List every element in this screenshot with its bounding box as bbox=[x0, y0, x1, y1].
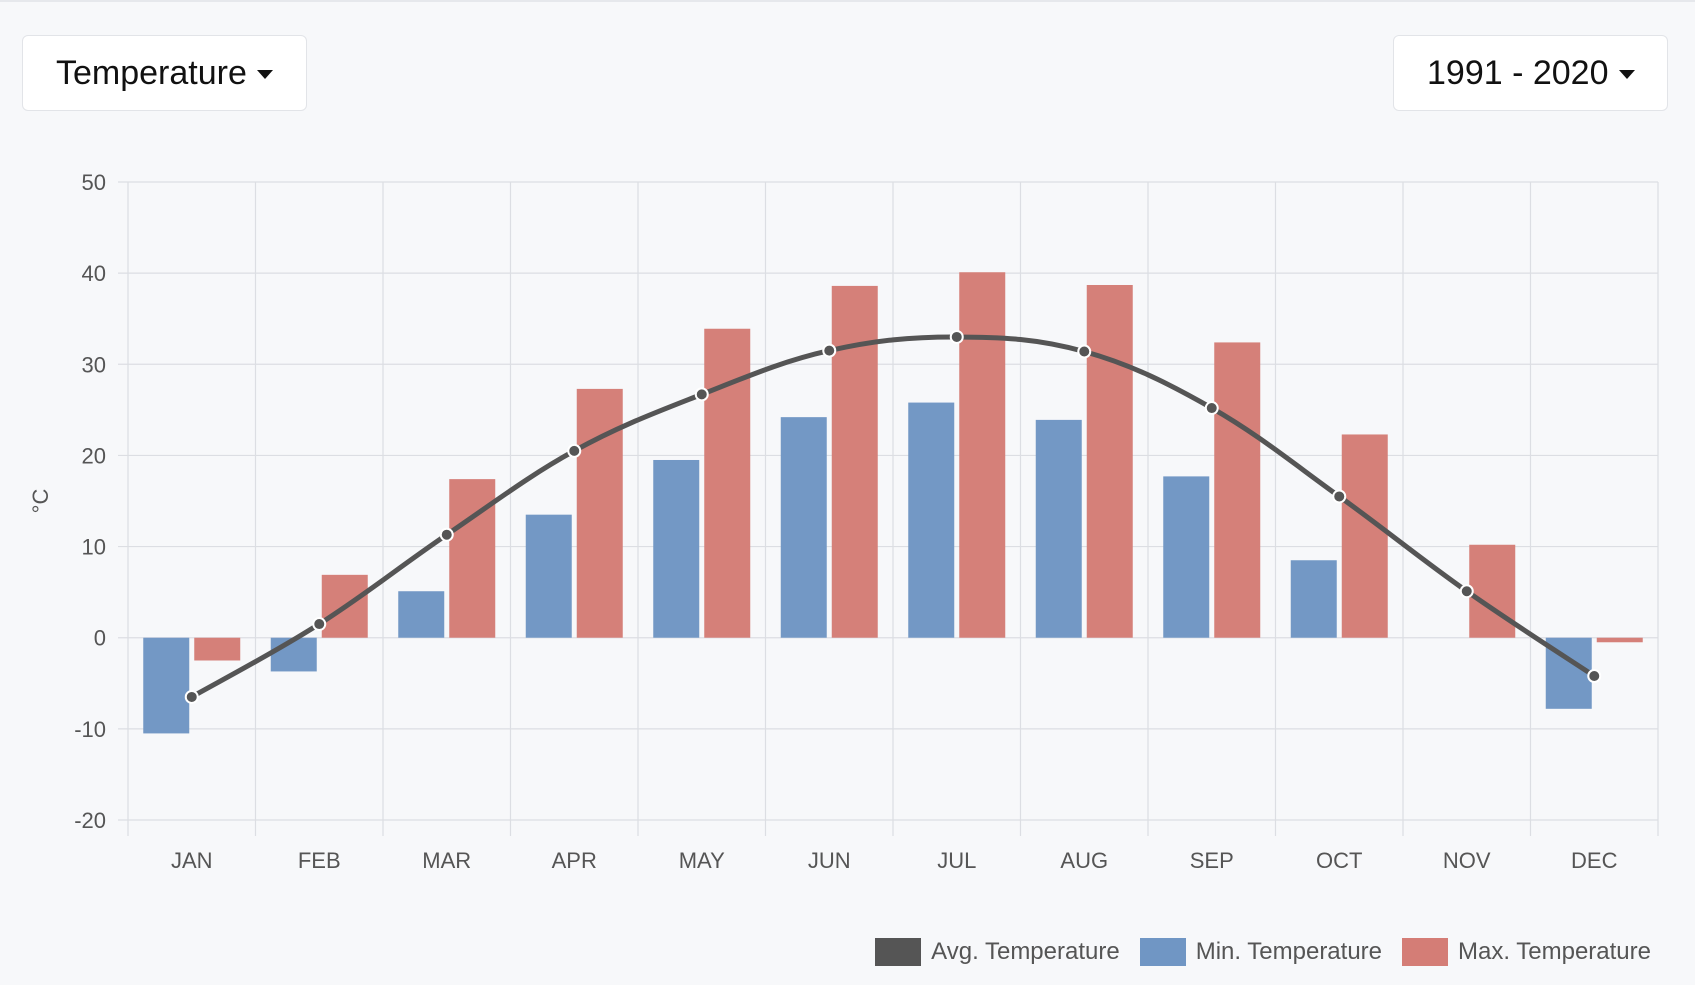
legend-label: Min. Temperature bbox=[1195, 938, 1383, 965]
legend-swatch bbox=[1139, 938, 1186, 966]
avg-temp-point bbox=[1332, 489, 1347, 504]
max-temp-bar bbox=[194, 637, 241, 661]
y-tick-label: 10 bbox=[82, 535, 106, 560]
x-tick-label: JUL bbox=[937, 848, 976, 873]
period-dropdown[interactable]: 1991 - 2020 bbox=[1393, 35, 1668, 111]
max-temp-bar bbox=[1596, 637, 1643, 643]
avg-temp-point bbox=[1077, 344, 1092, 359]
x-tick-label: MAR bbox=[422, 848, 471, 873]
legend-swatch bbox=[1402, 938, 1449, 966]
min-temp-bar bbox=[653, 459, 700, 638]
legend-item[interactable]: Min. Temperature bbox=[1139, 938, 1383, 966]
x-tick-label: JAN bbox=[171, 848, 213, 873]
chart-legend: Avg. Temperature Min. Temperature Max. Tem… bbox=[855, 938, 1651, 966]
period-dropdown-label: 1991 - 2020 bbox=[1427, 53, 1609, 92]
avg-temp-point bbox=[312, 617, 327, 632]
x-tick-label: FEB bbox=[298, 848, 341, 873]
max-temp-bar bbox=[576, 388, 623, 638]
y-tick-label: 50 bbox=[82, 170, 106, 195]
min-temp-bar bbox=[1035, 419, 1082, 638]
y-tick-label: -20 bbox=[74, 808, 106, 833]
legend-label: Avg. Temperature bbox=[931, 938, 1120, 965]
avg-temp-point bbox=[1459, 584, 1474, 599]
legend-item[interactable]: Max. Temperature bbox=[1402, 938, 1651, 966]
avg-temp-point bbox=[694, 387, 709, 402]
min-temp-bar bbox=[908, 402, 955, 638]
min-temp-bar bbox=[1290, 560, 1337, 638]
avg-temp-point bbox=[439, 527, 454, 542]
avg-temp-point bbox=[1204, 401, 1219, 416]
x-tick-label: MAY bbox=[679, 848, 725, 873]
x-tick-label: OCT bbox=[1316, 848, 1362, 873]
x-tick-label: NOV bbox=[1443, 848, 1491, 873]
min-temp-bar bbox=[270, 637, 317, 672]
avg-temp-point bbox=[567, 443, 582, 458]
caret-down-icon bbox=[256, 69, 273, 79]
metric-dropdown-label: Temperature bbox=[56, 53, 247, 92]
x-tick-label: APR bbox=[552, 848, 597, 873]
min-temp-bar bbox=[525, 514, 572, 638]
avg-temp-line bbox=[190, 334, 1596, 700]
x-tick-label: JUN bbox=[808, 848, 851, 873]
x-tick-label: AUG bbox=[1060, 848, 1108, 873]
y-axis-title: °C bbox=[28, 489, 53, 514]
max-temp-bar bbox=[831, 285, 878, 638]
avg-temp-point bbox=[949, 329, 964, 344]
caret-down-icon bbox=[1618, 69, 1635, 79]
max-temp-bar bbox=[1214, 342, 1261, 638]
max-temp-bar bbox=[1086, 284, 1133, 638]
max-temp-bar bbox=[704, 328, 751, 638]
legend-item[interactable]: Avg. Temperature bbox=[875, 938, 1120, 966]
metric-dropdown[interactable]: Temperature bbox=[22, 35, 307, 111]
y-tick-label: 30 bbox=[82, 352, 106, 377]
y-tick-label: 40 bbox=[82, 261, 106, 286]
y-tick-label: -10 bbox=[74, 717, 106, 742]
min-temp-bar bbox=[143, 637, 190, 734]
max-temp-bar bbox=[959, 272, 1006, 638]
legend-label: Max. Temperature bbox=[1458, 938, 1651, 965]
y-tick-label: 0 bbox=[94, 626, 106, 651]
y-tick-label: 20 bbox=[82, 443, 106, 468]
x-tick-label: DEC bbox=[1571, 848, 1618, 873]
max-temp-bar bbox=[1469, 544, 1516, 638]
min-temp-bar bbox=[780, 417, 827, 638]
avg-temp-point bbox=[184, 689, 199, 704]
max-temp-bar bbox=[1341, 434, 1388, 638]
x-tick-label: SEP bbox=[1190, 848, 1234, 873]
min-temp-bar bbox=[1163, 476, 1210, 638]
legend-swatch bbox=[875, 938, 922, 966]
avg-temp-point bbox=[822, 343, 837, 358]
min-temp-bar bbox=[398, 591, 445, 638]
avg-temp-point bbox=[1587, 668, 1602, 683]
